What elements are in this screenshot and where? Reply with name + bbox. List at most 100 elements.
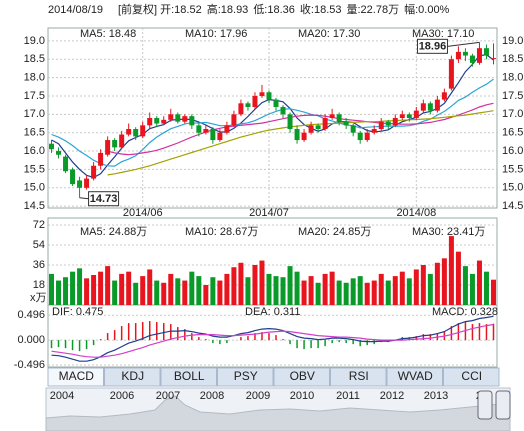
candle-body [105, 140, 111, 155]
candle-body [140, 125, 146, 137]
legend-entry: MACD: 0.328 [432, 306, 498, 318]
annotation-pointer [79, 197, 89, 200]
volume-bar [189, 271, 195, 305]
candle-body [119, 134, 125, 148]
candle-body [266, 92, 272, 100]
candle-body [427, 103, 433, 111]
year-label: 2008 [200, 390, 224, 402]
volume-bar [280, 277, 286, 305]
volume-bar [49, 273, 55, 305]
y-tick-label-right: 17.0 [502, 108, 523, 120]
volume-bar [476, 260, 482, 305]
candle-body [245, 103, 251, 107]
y-tick-label: 54 [33, 239, 45, 251]
candle-body [133, 129, 139, 137]
y-tick-label: 16.0 [24, 145, 45, 157]
y-tick-label: 17.5 [24, 90, 45, 102]
y-tick-label-right: 19.0 [502, 35, 523, 47]
tab-bg [104, 367, 161, 387]
year-label: 2007 [156, 390, 180, 402]
candle-body [406, 114, 412, 118]
tab[interactable]: MACD [47, 367, 104, 387]
candle-body [343, 121, 349, 126]
volume-bar [224, 273, 230, 305]
candle-body [287, 114, 293, 130]
annotation-label: 14.73 [90, 193, 118, 205]
candle-body [420, 103, 426, 111]
range-handle-left[interactable] [477, 390, 493, 420]
volume-bar [84, 278, 90, 305]
candle-body [490, 58, 496, 60]
candle-body [56, 151, 62, 155]
tab-bg [330, 367, 387, 387]
tab[interactable]: KDJ [104, 367, 161, 387]
x-tick-label: 2014/06 [123, 207, 163, 219]
candle-body [98, 152, 104, 166]
volume-bar [315, 282, 321, 305]
candle-body [112, 140, 118, 148]
candle-body [77, 180, 83, 188]
candle-body [70, 169, 76, 185]
candle-body [161, 119, 167, 124]
year-label: 2006 [110, 390, 134, 402]
volume-bar [91, 275, 97, 305]
legend-entry: MA30: 23.41万 [412, 226, 485, 238]
header-field: 开:18.52 [160, 4, 202, 16]
tab[interactable]: PSY [217, 367, 274, 387]
candle-body [399, 114, 405, 118]
y-tick-label-right: 16.0 [502, 145, 523, 157]
candle-body [224, 125, 230, 133]
volume-bar [357, 276, 363, 305]
candle-body [147, 118, 153, 126]
volume-bar [343, 282, 349, 305]
candle-body [483, 48, 489, 56]
legend-entry: MA30: 17.10 [412, 28, 474, 40]
tab[interactable]: WVAD [386, 367, 443, 387]
tab-bg [160, 367, 217, 387]
candle-body [210, 129, 216, 141]
legend-entry: DIF: 0.475 [52, 306, 103, 318]
y-tick-label-right: 16.5 [502, 127, 523, 139]
y-tick-label: 15.0 [24, 182, 45, 194]
tab-label: RSI [349, 369, 369, 383]
year-label: 2010 [290, 390, 314, 402]
x-tick-label: 2014/08 [396, 207, 436, 219]
candle-body [217, 132, 223, 141]
year-label: 2013 [424, 390, 448, 402]
annotation-box [88, 191, 120, 207]
y-tick-label: 18.0 [24, 71, 45, 83]
volume-bar [308, 276, 314, 305]
y-tick-label: -0.496 [14, 359, 45, 371]
volume-bar [371, 280, 377, 305]
tab-label: PSY [234, 369, 258, 383]
header-field: 幅:0.00% [404, 3, 449, 16]
y-tick-label-right: 15.0 [502, 182, 523, 194]
volume-bar [210, 277, 216, 305]
volume-bar [329, 271, 335, 305]
candle-body [392, 118, 398, 126]
volume-bar [77, 268, 83, 305]
price-panel [47, 27, 498, 209]
candle-body [455, 51, 461, 60]
volume-bar [378, 273, 384, 305]
candle-body [252, 95, 258, 107]
tab[interactable]: RSI [330, 367, 387, 387]
header: 2014/08/19 [前复权] 开:18.52 高:18.93 低:18.36 收:1… [48, 2, 450, 16]
tab[interactable]: BOLL [160, 367, 217, 387]
candle-body [476, 48, 482, 63]
candle-body [434, 99, 440, 111]
legend-entry: MA20: 24.85万 [298, 226, 371, 238]
candle-body [441, 92, 447, 100]
volume-bar [217, 280, 223, 305]
volume-bar [294, 271, 300, 305]
candle-body [196, 125, 202, 133]
tab[interactable]: OBV [273, 367, 330, 387]
year-label: 2009 [246, 390, 270, 402]
tab[interactable]: CCI [443, 367, 500, 387]
range-handle-right[interactable] [495, 390, 511, 420]
legend-entry: MA5: 18.48 [80, 28, 136, 40]
volume-bar [238, 262, 244, 305]
line-ma10 [51, 78, 494, 167]
candle-body [294, 129, 300, 141]
volume-bar [273, 276, 279, 305]
